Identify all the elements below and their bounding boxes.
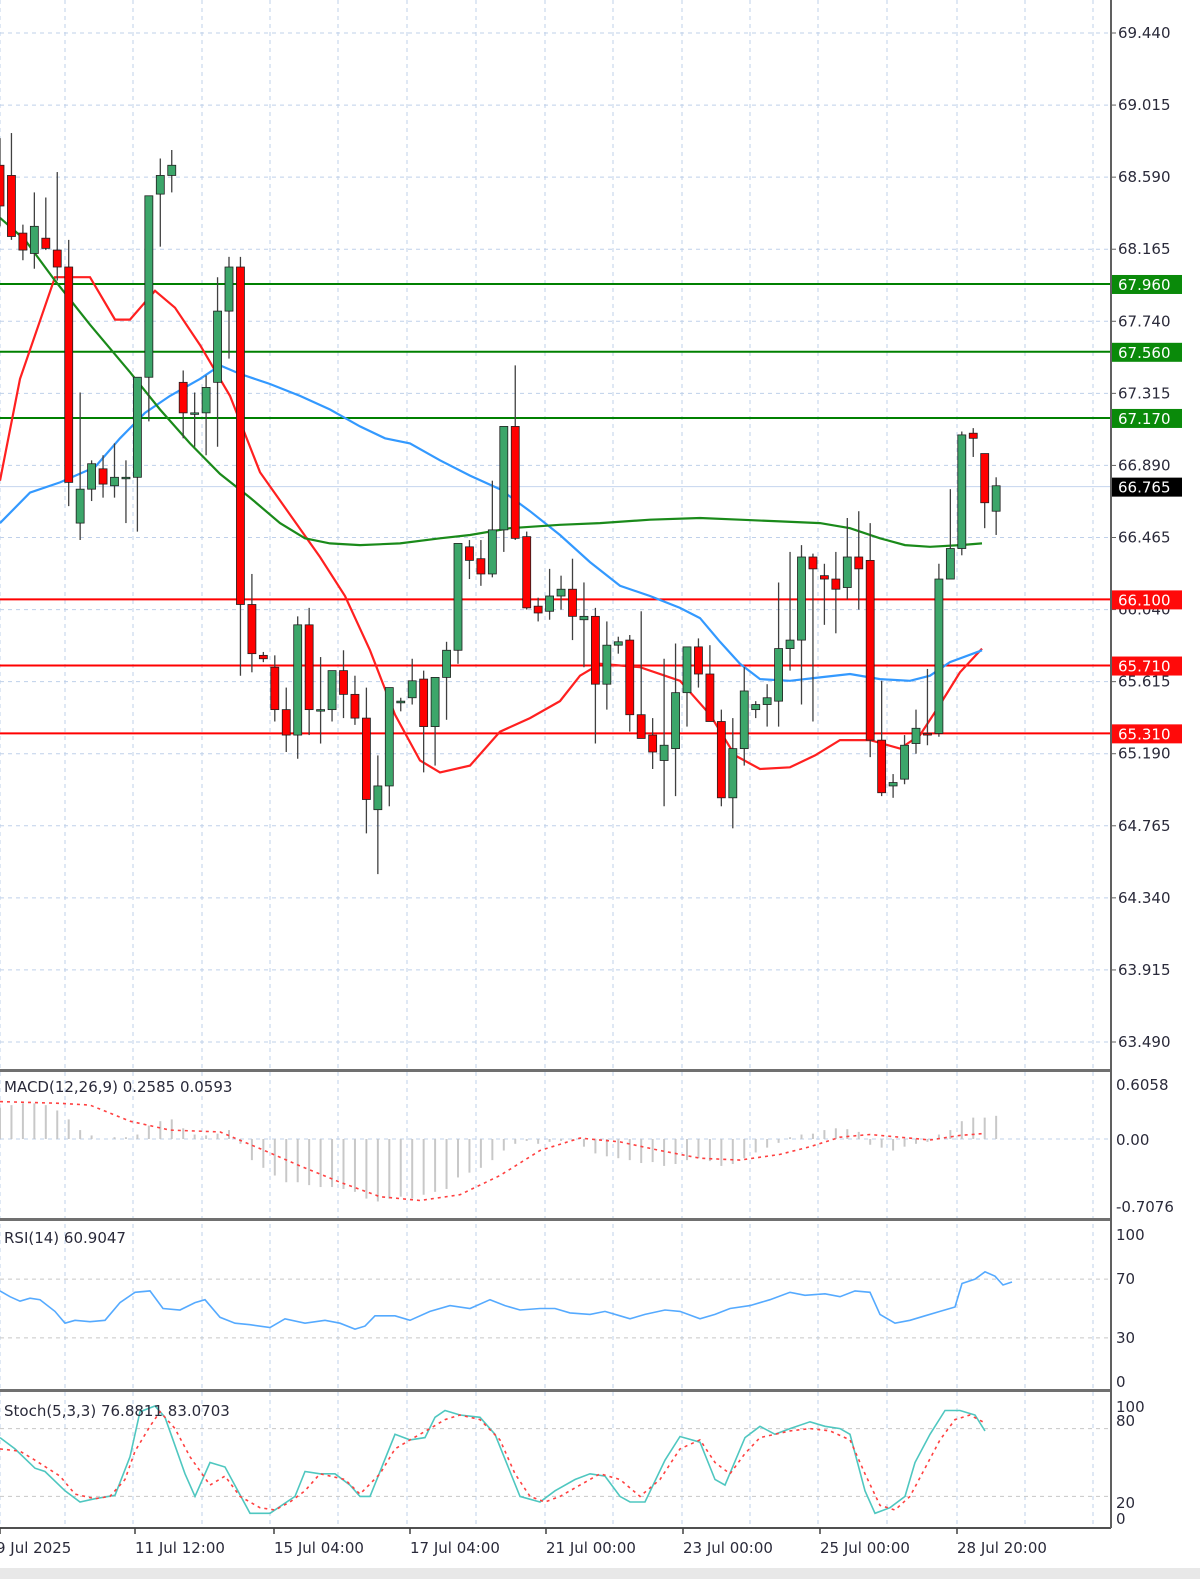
price-axis[interactable]: 69.440 69.015 68.590 68.165 67.740 67.315 66.8… xyxy=(1110,0,1182,1528)
svg-text:0.6058: 0.6058 xyxy=(1116,1076,1169,1094)
svg-text:65.310: 65.310 xyxy=(1118,725,1171,743)
svg-text:21 Jul 00:00: 21 Jul 00:00 xyxy=(546,1539,636,1557)
svg-text:69.440: 69.440 xyxy=(1118,24,1171,42)
svg-text:67.960: 67.960 xyxy=(1118,276,1171,294)
svg-text:100: 100 xyxy=(1116,1398,1145,1416)
svg-text:20: 20 xyxy=(1116,1494,1135,1512)
svg-text:0.00: 0.00 xyxy=(1116,1131,1149,1149)
svg-text:63.490: 63.490 xyxy=(1118,1033,1171,1051)
svg-text:67.560: 67.560 xyxy=(1118,344,1171,362)
svg-text:66.890: 66.890 xyxy=(1118,456,1171,474)
svg-text:63.915: 63.915 xyxy=(1118,961,1171,979)
svg-text:0: 0 xyxy=(1116,1373,1126,1391)
svg-text:67.315: 67.315 xyxy=(1118,384,1171,402)
svg-text:-0.7076: -0.7076 xyxy=(1116,1198,1174,1216)
svg-text:17 Jul 04:00: 17 Jul 04:00 xyxy=(410,1539,500,1557)
candlesticks xyxy=(0,133,1001,875)
rsi-title: RSI(14) 60.9047 xyxy=(4,1229,126,1247)
svg-text:65.710: 65.710 xyxy=(1118,658,1171,676)
svg-text:15 Jul 04:00: 15 Jul 04:00 xyxy=(274,1539,364,1557)
svg-text:64.765: 64.765 xyxy=(1118,817,1171,835)
svg-text:66.100: 66.100 xyxy=(1118,591,1171,609)
svg-text:67.740: 67.740 xyxy=(1118,312,1171,330)
svg-text:80: 80 xyxy=(1116,1412,1135,1430)
macd-title: MACD(12,26,9) 0.2585 0.0593 xyxy=(4,1078,232,1096)
time-axis[interactable]: 9 Jul 2025 11 Jul 12:00 15 Jul 04:00 17 Jul… xyxy=(0,1528,1047,1557)
svg-text:66.765: 66.765 xyxy=(1118,479,1171,497)
svg-text:28 Jul 20:00: 28 Jul 20:00 xyxy=(957,1539,1047,1557)
rsi-panel xyxy=(0,1270,1013,1330)
svg-text:9 Jul 2025: 9 Jul 2025 xyxy=(0,1539,71,1557)
svg-text:100: 100 xyxy=(1116,1226,1145,1244)
svg-text:66.465: 66.465 xyxy=(1118,529,1171,547)
svg-text:64.340: 64.340 xyxy=(1118,889,1171,907)
svg-text:23 Jul 00:00: 23 Jul 00:00 xyxy=(683,1539,773,1557)
stoch-title: Stoch(5,3,3) 76.8811 83.0703 xyxy=(4,1402,230,1420)
svg-text:11 Jul 12:00: 11 Jul 12:00 xyxy=(135,1539,225,1557)
svg-text:67.170: 67.170 xyxy=(1118,410,1171,428)
svg-text:65.615: 65.615 xyxy=(1118,673,1171,691)
panel-separators[interactable] xyxy=(0,1069,1112,1529)
macd-panel xyxy=(0,1100,998,1202)
grid-lines xyxy=(0,0,1111,1528)
svg-text:0: 0 xyxy=(1116,1510,1126,1528)
svg-text:65.190: 65.190 xyxy=(1118,745,1171,763)
horizontal-scrollbar[interactable] xyxy=(0,1568,1200,1579)
svg-text:69.015: 69.015 xyxy=(1118,96,1171,114)
svg-text:70: 70 xyxy=(1116,1270,1135,1288)
svg-text:68.165: 68.165 xyxy=(1118,240,1171,258)
svg-text:30: 30 xyxy=(1116,1329,1135,1347)
stochastic-panel xyxy=(0,1405,986,1515)
svg-text:68.590: 68.590 xyxy=(1118,168,1171,186)
horizontal-levels xyxy=(0,282,1111,735)
svg-text:25 Jul 00:00: 25 Jul 00:00 xyxy=(820,1539,910,1557)
